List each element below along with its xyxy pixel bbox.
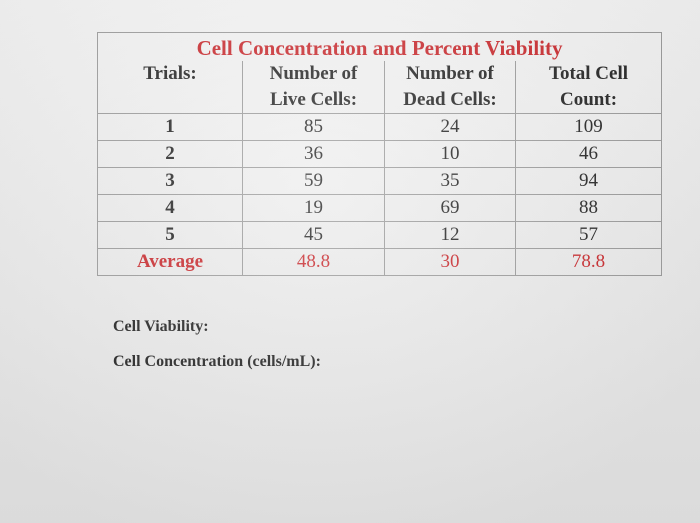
table-row: 5 45 12 57 xyxy=(97,221,663,249)
cell-live: 45 xyxy=(242,221,385,249)
header-live-line1: Number of xyxy=(269,63,358,84)
cell-total: 109 xyxy=(514,113,663,141)
cell-dead: 10 xyxy=(384,140,516,168)
viability-table: Cell Concentration and Percent Viability… xyxy=(96,32,663,276)
average-row: Average 48.8 30 78.8 xyxy=(97,248,663,276)
cell-total: 46 xyxy=(514,140,663,168)
cell-concentration-label: Cell Concentration (cells/mL): xyxy=(113,353,321,370)
cell-total: 57 xyxy=(514,221,663,249)
cell-average-dead: 30 xyxy=(384,248,516,276)
cell-trial: 4 xyxy=(97,194,243,222)
header-live-cells: Number of Live Cells: xyxy=(242,61,385,114)
cell-live: 59 xyxy=(242,167,385,195)
header-trials: Trials: xyxy=(97,61,243,114)
header-dead-line2: Dead Cells: xyxy=(403,89,497,110)
cell-trial: 3 xyxy=(97,167,243,195)
cell-total: 88 xyxy=(514,194,663,222)
cell-total: 94 xyxy=(514,167,663,195)
cell-trial: 5 xyxy=(97,221,243,249)
cell-dead: 24 xyxy=(384,113,516,141)
cell-trial: 1 xyxy=(97,113,243,141)
cell-dead: 12 xyxy=(384,221,516,249)
cell-average-total: 78.8 xyxy=(514,248,663,276)
cell-dead: 35 xyxy=(384,167,516,195)
header-dead-line1: Number of xyxy=(406,63,494,84)
header-dead-cells: Number of Dead Cells: xyxy=(384,61,516,114)
cell-dead: 69 xyxy=(384,194,516,222)
cell-live: 36 xyxy=(242,140,385,168)
table-row: 3 59 35 94 xyxy=(97,167,663,195)
header-total-line2: Count: xyxy=(560,89,618,110)
table-row: 1 85 24 109 xyxy=(97,113,663,141)
table-header-row: Trials: Number of Live Cells: Number of … xyxy=(97,61,663,114)
table-row: 2 36 10 46 xyxy=(97,140,663,168)
cell-live: 19 xyxy=(242,194,385,222)
cell-trial: 2 xyxy=(97,140,243,168)
cell-average-live: 48.8 xyxy=(242,248,385,276)
header-total-line1: Total Cell xyxy=(549,63,629,84)
table-title-row: Cell Concentration and Percent Viability xyxy=(96,32,663,61)
table-title: Cell Concentration and Percent Viability xyxy=(96,32,663,61)
header-total-count: Total Cell Count: xyxy=(514,61,663,114)
header-live-line2: Live Cells: xyxy=(269,89,358,110)
cell-average-label: Average xyxy=(97,248,243,276)
cell-live: 85 xyxy=(242,113,385,141)
table-row: 4 19 69 88 xyxy=(97,194,663,222)
cell-viability-label: Cell Viability: xyxy=(113,318,209,335)
